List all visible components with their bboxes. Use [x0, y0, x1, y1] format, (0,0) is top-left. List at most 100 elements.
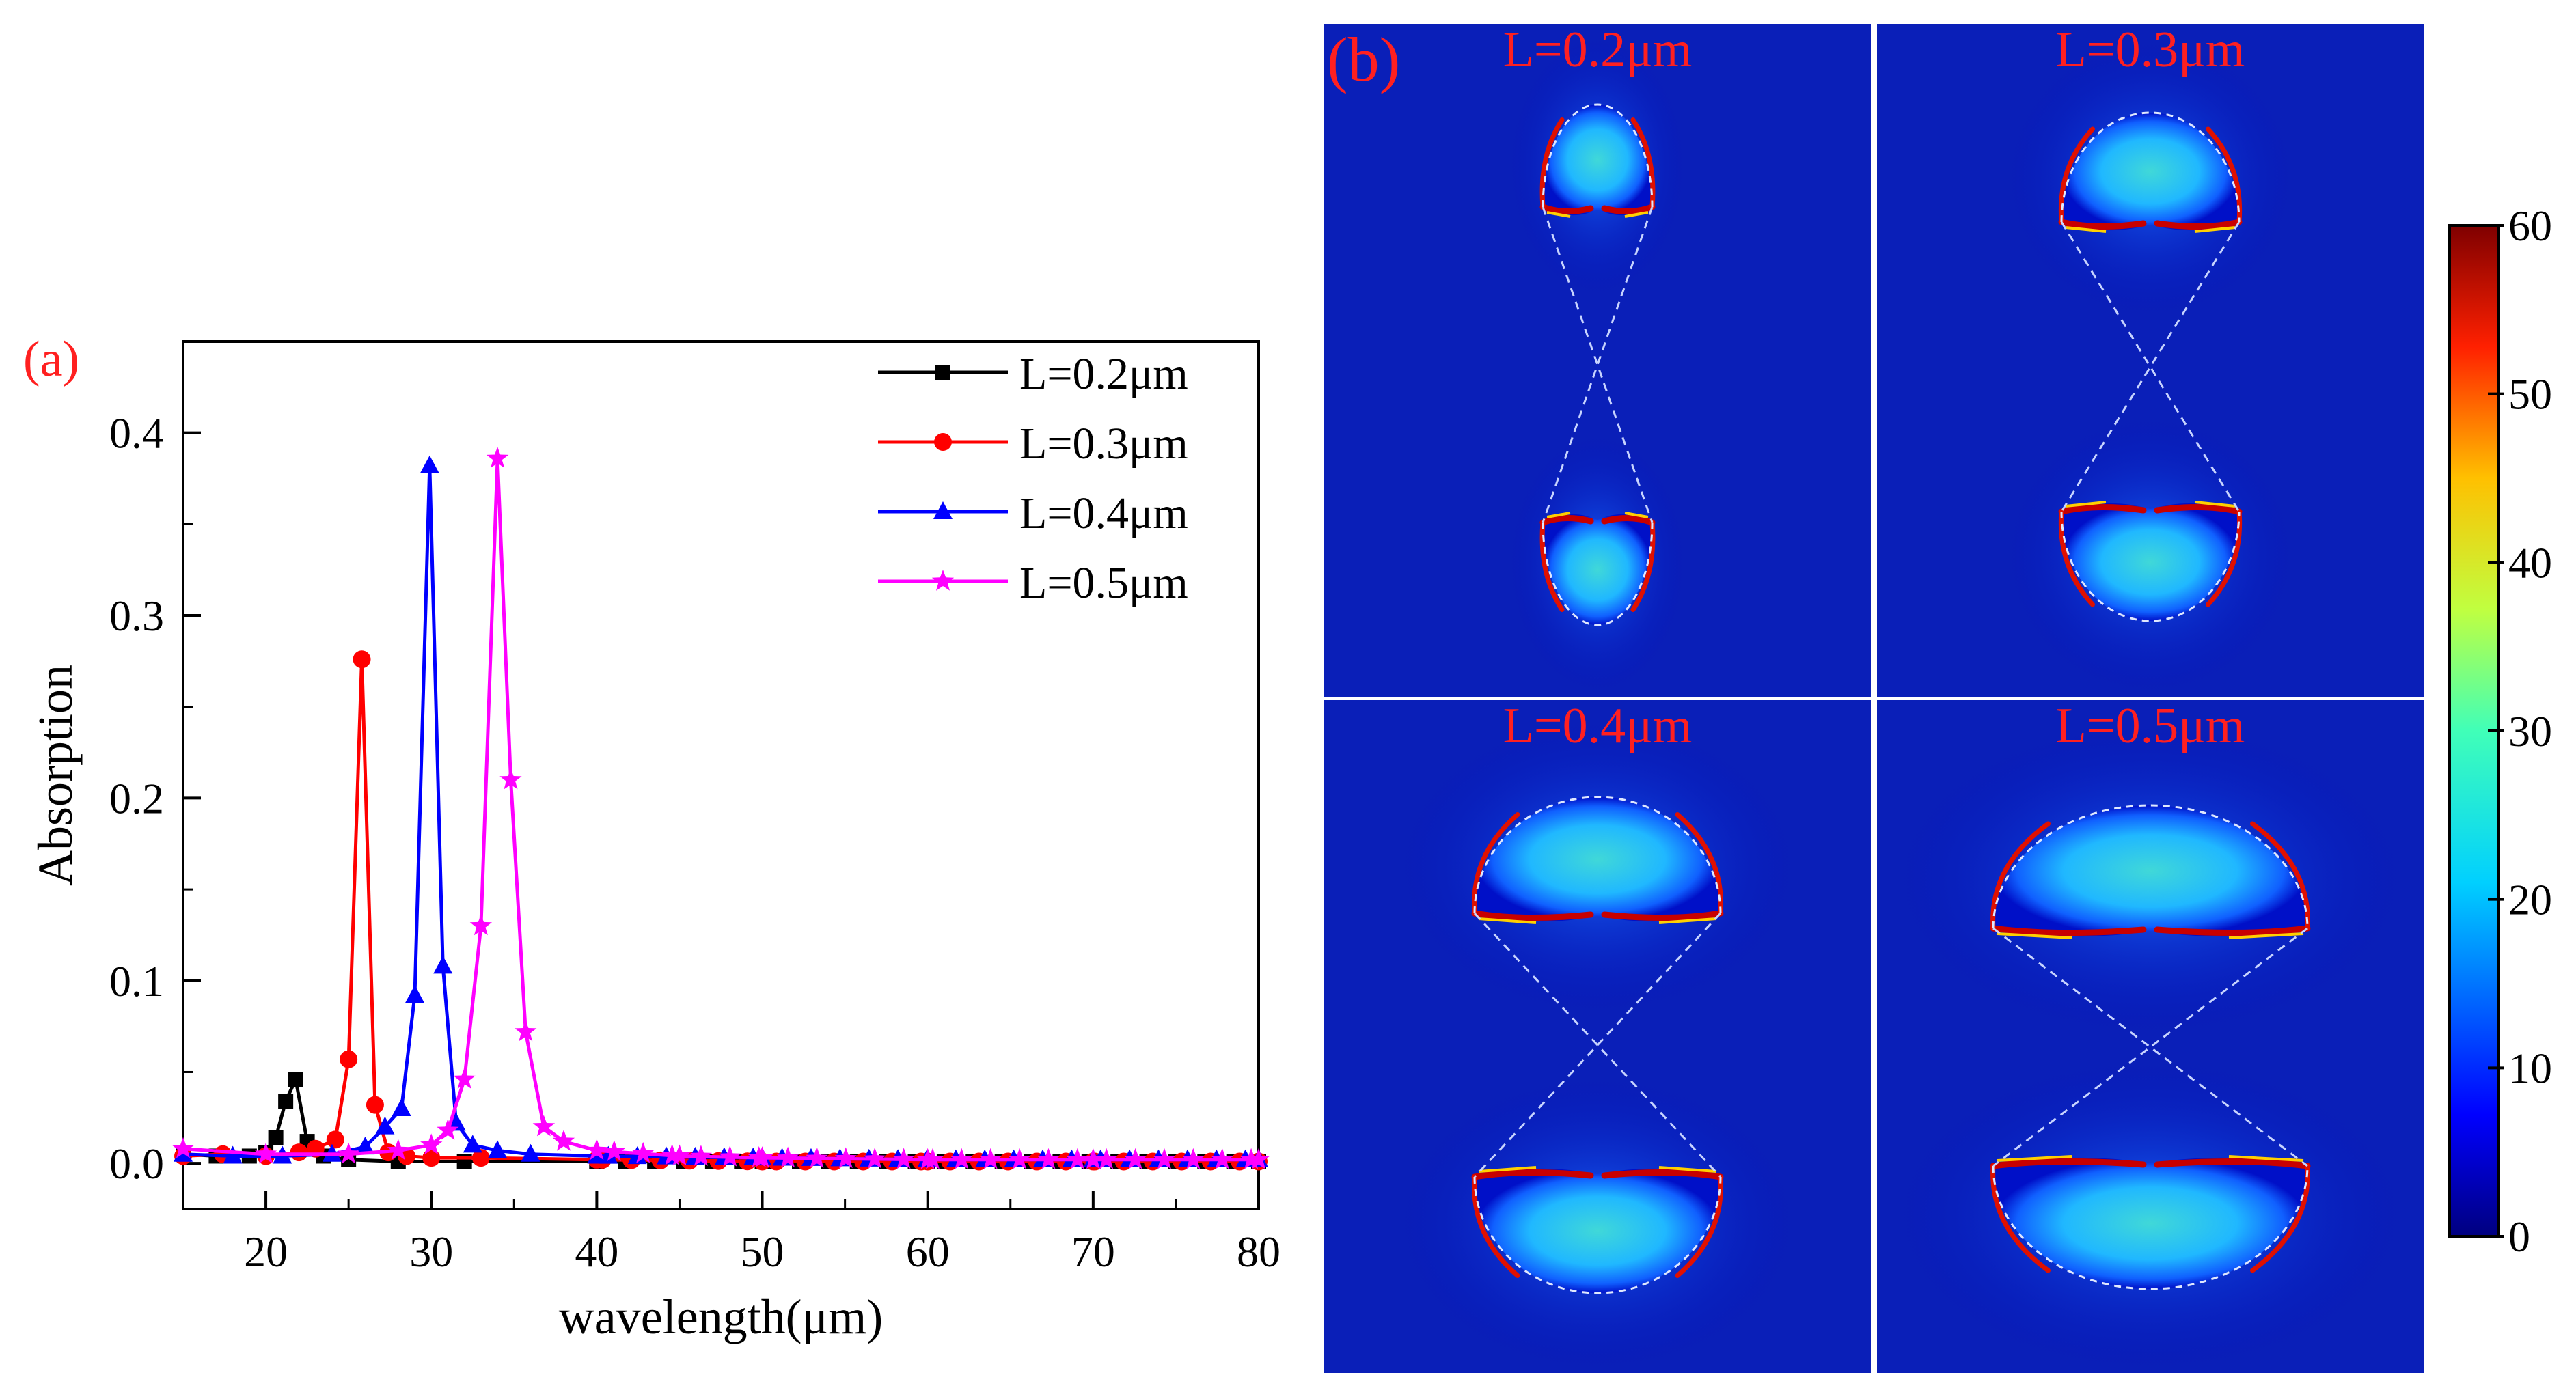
hotspot-highlight: [1658, 1166, 1717, 1173]
hotspot-edge: [1539, 520, 1565, 612]
legend-item: L=0.2μm: [878, 349, 1188, 399]
legend-label: L=0.4μm: [1019, 488, 1188, 538]
legend-marker: [935, 365, 950, 380]
x-tick-label: 70: [1071, 1227, 1115, 1276]
data-point: [586, 1139, 608, 1160]
data-point: [469, 914, 492, 936]
baseline-marker: [806, 1147, 828, 1168]
hotspot-highlight: [1658, 917, 1717, 924]
data-point: [326, 1130, 344, 1149]
field-map-2: L=0.3μm: [1877, 22, 2424, 697]
baseline-marker: [864, 1148, 886, 1169]
hotspot-highlight: [2065, 501, 2107, 508]
hotspot-band: [1990, 925, 2147, 936]
baseline-marker: [979, 1148, 1002, 1169]
disc-outline: [1542, 103, 1654, 208]
data-point: [288, 1072, 303, 1087]
hotspot-highlight: [1997, 1155, 2072, 1162]
colorbar-tick-label: 40: [2508, 538, 2552, 587]
panel-b-label: (b): [1327, 25, 1400, 94]
data-point: [355, 1137, 375, 1155]
legend-item: L=0.4μm: [878, 488, 1188, 538]
field-cap: [2061, 503, 2239, 621]
y-tick-label: 0.3: [109, 592, 164, 640]
colorbar-tick-label: 20: [2508, 876, 2552, 924]
series-L=0.3μm: [174, 650, 1268, 1171]
baseline-marker: [1095, 1148, 1118, 1169]
y-axis-label: Absorption: [28, 665, 83, 886]
data-point: [552, 1130, 575, 1151]
hotspot-band: [1990, 1158, 2147, 1169]
map-title: L=0.2μm: [1503, 22, 1693, 78]
hotspot-highlight: [1478, 917, 1537, 924]
data-point: [392, 1098, 411, 1116]
baseline-marker: [834, 1147, 857, 1169]
hotspot-edge: [2250, 821, 2310, 931]
hotspot-band: [1471, 910, 1594, 921]
legend-label: L=0.3μm: [1019, 419, 1188, 469]
baseline-marker: [950, 1148, 973, 1169]
data-point: [420, 455, 439, 473]
field-map-4: L=0.5μm: [1877, 698, 2424, 1373]
data-point: [453, 1068, 476, 1089]
colorbar: 0 10 20 30 40 50 60: [2448, 201, 2552, 1261]
hotspot-band: [1601, 514, 1656, 526]
hotspot-edge: [1539, 117, 1565, 210]
plot-frame: [182, 340, 1260, 1210]
baseline-marker: [1239, 1148, 1263, 1169]
colorbar-tick-label: 0: [2508, 1212, 2530, 1261]
data-point: [1082, 1148, 1104, 1169]
hotspot-highlight: [1997, 932, 2072, 939]
data-point: [405, 985, 425, 1003]
data-point: [254, 1142, 277, 1164]
data-point: [515, 1020, 537, 1042]
field-cap: [2061, 113, 2239, 231]
baseline-marker: [1037, 1148, 1060, 1169]
data-point: [532, 1115, 556, 1137]
baseline-marker: [1153, 1148, 1176, 1169]
data-point: [353, 650, 371, 669]
series-group: [172, 447, 1270, 1171]
data-point: [375, 1116, 395, 1135]
field-cap: [1543, 514, 1652, 625]
map-title: L=0.4μm: [1503, 698, 1693, 754]
baseline-marker: [1211, 1148, 1233, 1169]
baseline-marker: [1124, 1148, 1147, 1169]
colorbar-tick-label: 10: [2508, 1044, 2552, 1092]
data-point: [433, 956, 453, 974]
data-point: [278, 1094, 294, 1109]
hotspot-highlight: [1478, 1166, 1537, 1173]
baseline-marker: [776, 1146, 799, 1168]
data-point: [366, 1096, 384, 1114]
hotspot-highlight: [2065, 226, 2107, 233]
data-point: [268, 1130, 284, 1145]
y-tick-labels: 0.0 0.1 0.2 0.3 0.4: [109, 409, 164, 1188]
disc-outline: [1542, 522, 1654, 626]
legend-item: L=0.5μm: [878, 558, 1188, 608]
x-tick-label: 60: [906, 1227, 950, 1276]
baseline-marker: [603, 1140, 625, 1161]
y-tick-label: 0.2: [109, 774, 164, 822]
data-point: [223, 1145, 243, 1164]
field-map-3: L=0.4μm: [1324, 698, 1871, 1373]
baseline-marker: [632, 1141, 655, 1163]
field-cap: [1475, 797, 1721, 922]
x-tick-label: 20: [244, 1227, 288, 1276]
legend-label: L=0.2μm: [1019, 349, 1188, 399]
baseline-marker: [1066, 1148, 1088, 1169]
data-point: [338, 1142, 360, 1164]
field-cap: [1475, 1168, 1721, 1293]
baseline-marker: [661, 1143, 683, 1165]
disc-outline: [2060, 511, 2241, 622]
hotspot-band: [2154, 925, 2311, 936]
colorbar-tick-label: 60: [2508, 201, 2552, 250]
x-tick-labels: 20 30 40 50 60 70 80: [244, 1227, 1280, 1276]
legend-marker: [934, 433, 952, 451]
colorbar-tick-label: 50: [2508, 370, 2552, 419]
hotspot-band: [2058, 219, 2147, 230]
baseline-marker: [599, 1145, 618, 1164]
data-point: [172, 1137, 195, 1158]
hotspot-band: [1601, 204, 1656, 215]
hotspot-band: [2154, 219, 2243, 230]
